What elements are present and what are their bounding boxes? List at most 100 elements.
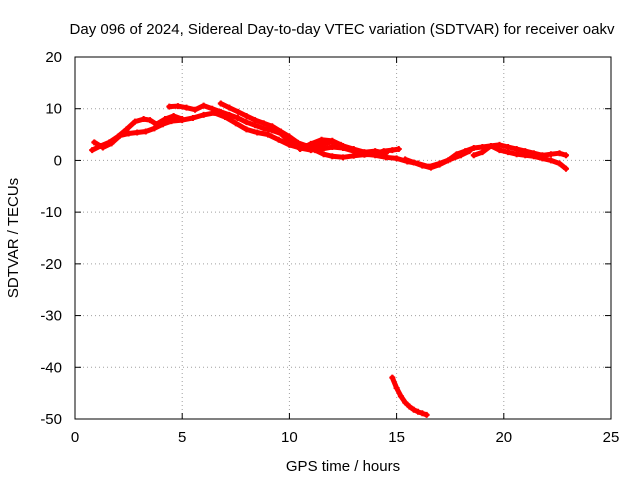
data-point-track-h-3 xyxy=(402,399,409,406)
data-point-track-b-19 xyxy=(275,136,282,143)
x-tick-label-2: 10 xyxy=(281,429,298,446)
data-point-track-d-15 xyxy=(350,152,357,159)
data-point-track-b-3 xyxy=(117,132,124,139)
data-point-track-c-1 xyxy=(174,103,181,110)
data-point-track-c-5 xyxy=(209,105,216,112)
data-point-track-h-4 xyxy=(406,403,413,410)
series-track-e xyxy=(297,136,389,157)
x-axis-label: GPS time / hours xyxy=(286,458,400,475)
series-track-c xyxy=(166,102,402,157)
data-point-track-e-0 xyxy=(297,146,304,153)
data-point-track-d-11 xyxy=(312,147,319,154)
data-point-track-c-26 xyxy=(389,147,396,154)
axis-tick-labels: 0 5 10 15 20 25 20 10 0 -10 -20 -30 -40 -50 xyxy=(40,49,619,446)
data-point-track-c-27 xyxy=(395,146,402,153)
data-point-track-b-2 xyxy=(108,140,115,147)
x-tick-label-0: 0 xyxy=(71,429,79,446)
x-tick-label-3: 15 xyxy=(388,429,405,446)
data-point-track-b-10 xyxy=(179,117,186,124)
data-point-track-f-7 xyxy=(462,148,469,155)
data-point-track-c-14 xyxy=(286,138,293,145)
data-point-track-d-3 xyxy=(243,112,250,119)
data-point-track-a-6 xyxy=(140,116,147,123)
data-point-track-f-9 xyxy=(479,143,486,150)
data-point-track-d-12 xyxy=(320,151,327,158)
y-axis-label: SDTVAR / TECUs xyxy=(5,178,22,298)
y-tick-label-5: -30 xyxy=(40,308,62,325)
data-point-track-f-12 xyxy=(505,149,512,156)
data-point-track-a-10 xyxy=(170,112,177,119)
data-point-track-f-5 xyxy=(445,157,452,164)
data-point-track-g-6 xyxy=(522,148,529,155)
data-point-track-c-10 xyxy=(252,122,259,129)
data-point-track-f-18 xyxy=(556,160,563,167)
data-point-track-g-4 xyxy=(505,143,512,150)
y-tick-label-3: -10 xyxy=(40,204,62,221)
data-point-track-c-0 xyxy=(166,103,173,110)
data-point-track-b-12 xyxy=(200,111,207,118)
data-point-track-c-6 xyxy=(217,108,224,115)
data-point-track-b-17 xyxy=(254,129,261,136)
grid-lines xyxy=(75,57,611,419)
data-point-track-h-0 xyxy=(389,374,396,381)
series-track-g xyxy=(470,141,569,159)
data-point-track-h-6 xyxy=(415,408,422,415)
data-point-track-e-5 xyxy=(350,146,357,153)
x-tick-label-1: 5 xyxy=(178,429,186,446)
data-point-track-e-7 xyxy=(372,148,379,155)
x-tick-label-5: 25 xyxy=(603,429,620,446)
data-point-track-c-9 xyxy=(243,119,250,126)
data-point-track-d-9 xyxy=(294,139,301,146)
data-point-track-b-0 xyxy=(91,139,98,146)
data-point-track-f-8 xyxy=(470,145,477,152)
x-tick-label-4: 20 xyxy=(495,429,512,446)
data-point-track-h-1 xyxy=(393,384,400,391)
data-point-track-d-7 xyxy=(277,128,284,135)
data-point-track-c-2 xyxy=(183,104,190,111)
data-point-track-e-1 xyxy=(307,140,314,147)
data-point-track-d-6 xyxy=(269,123,276,130)
data-point-track-c-11 xyxy=(260,125,267,132)
data-point-track-g-2 xyxy=(487,142,494,149)
y-tick-label-7: -50 xyxy=(40,411,62,428)
data-point-track-b-15 xyxy=(232,120,239,127)
data-point-track-c-8 xyxy=(234,115,241,122)
data-point-track-b-16 xyxy=(243,126,250,133)
data-point-track-f-11 xyxy=(496,147,503,154)
data-point-track-f-3 xyxy=(427,164,434,171)
y-tick-label-4: -20 xyxy=(40,256,62,273)
data-point-track-b-18 xyxy=(264,131,271,138)
data-point-track-f-2 xyxy=(419,162,426,169)
data-point-track-e-4 xyxy=(340,142,346,149)
chart-title: Day 096 of 2024, Sidereal Day-to-day VTE… xyxy=(70,21,615,38)
data-point-track-g-7 xyxy=(530,150,537,157)
data-point-track-g-0 xyxy=(470,152,477,159)
data-point-track-f-6 xyxy=(453,151,460,158)
data-point-track-a-0 xyxy=(89,147,96,154)
data-point-track-b-4 xyxy=(125,130,132,137)
data-point-track-d-0 xyxy=(217,100,224,107)
data-point-track-a-5 xyxy=(132,118,139,125)
data-point-track-g-3 xyxy=(496,141,503,148)
data-point-track-g-9 xyxy=(547,151,554,158)
data-point-track-c-3 xyxy=(192,106,199,113)
data-point-track-e-2 xyxy=(318,136,325,143)
data-point-track-h-2 xyxy=(397,393,404,400)
data-point-track-h-5 xyxy=(410,406,417,413)
data-point-track-d-2 xyxy=(234,108,241,115)
data-point-track-e-6 xyxy=(361,149,368,156)
series-track-d xyxy=(217,100,379,161)
y-tick-label-2: 0 xyxy=(54,152,62,169)
data-series xyxy=(89,100,569,418)
data-point-track-h-7 xyxy=(419,410,426,417)
data-point-track-g-8 xyxy=(539,152,546,159)
data-point-track-d-13 xyxy=(329,153,336,160)
data-point-track-d-14 xyxy=(340,154,346,161)
data-point-track-f-17 xyxy=(547,157,554,164)
data-point-track-b-24 xyxy=(329,143,336,150)
plot-frame xyxy=(74,56,612,420)
data-point-track-d-8 xyxy=(286,133,293,140)
data-point-track-b-8 xyxy=(159,121,166,128)
data-point-track-b-9 xyxy=(168,118,175,125)
